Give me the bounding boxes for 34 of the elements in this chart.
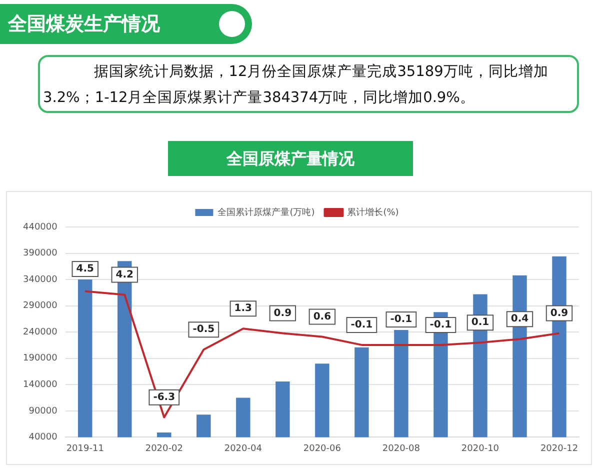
data-label: 0.4 [510,314,529,325]
y-tick-label: 290000 [22,301,58,312]
y-tick-label: 40000 [28,432,58,443]
y-tick-label: 140000 [22,380,58,390]
x-tick-label: 2019-11 [66,444,104,454]
data-label: 0.6 [313,311,332,322]
y-tick-label: 240000 [22,327,58,338]
y-tick-label: 90000 [28,406,58,416]
data-label: 0.9 [550,308,568,319]
data-label: 1.3 [234,303,252,314]
y-tick-label: 190000 [22,354,58,364]
data-label: 0.1 [471,317,490,328]
y-tick-label: 390000 [22,248,58,259]
data-label: 0.9 [274,308,292,319]
data-label: -0.1 [350,320,373,331]
x-tick-label: 2020-10 [461,444,500,454]
x-tick-label: 2020-04 [224,444,262,454]
data-label: 4.5 [76,264,94,275]
data-label: -0.5 [192,324,215,336]
x-tick-label: 2020-12 [540,444,578,454]
y-tick-label: 440000 [22,222,58,232]
data-label: -0.1 [390,314,412,326]
x-tick-label: 2020-08 [382,444,420,454]
legend-label: 累计增长(%) [347,206,399,218]
text: 据国家统计局数据，12月份全国原煤产量完成35189万吨，同比增加3.2%；1-12月全国原煤累计产量384374万吨，同比增加0.9%。 [38,55,579,113]
legend-label: 全国累计原煤产量(万吨) [218,206,315,218]
chart-title: 全国煤炭生产情况 [8,12,160,37]
data-label: -6.3 [153,392,176,403]
data-label: 4.2 [116,269,134,280]
data-label: -0.1 [430,320,452,331]
y-tick-label: 340000 [22,274,58,285]
x-tick-label: 2020-06 [303,444,342,454]
chart-subtitle: 全国原煤产量情况 [168,141,413,176]
x-tick-label: 2020-02 [145,444,183,454]
